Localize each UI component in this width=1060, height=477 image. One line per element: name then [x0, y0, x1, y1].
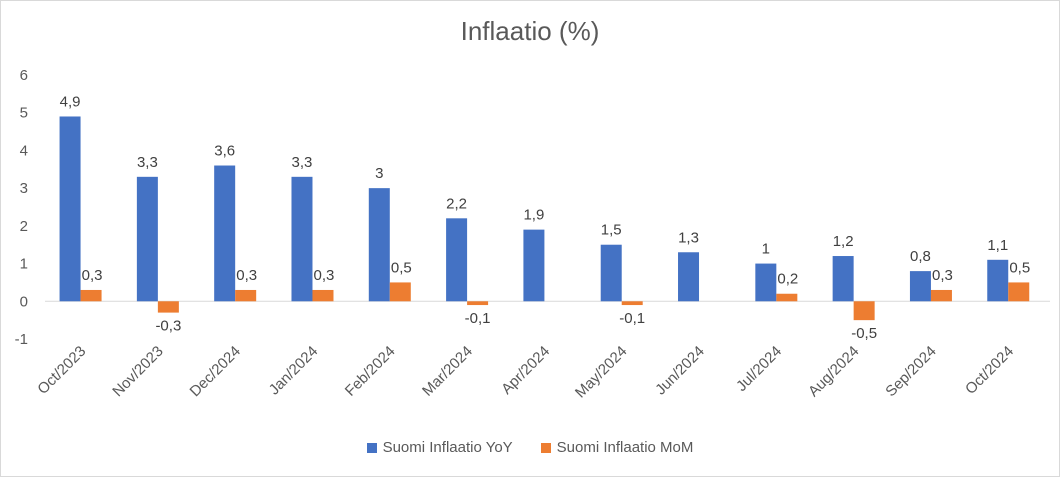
x-tick-label: Jun/2024 — [652, 343, 708, 399]
legend-item-mom: Suomi Inflaatio MoM — [540, 439, 694, 456]
x-tick-label: Dec/2024 — [187, 343, 244, 400]
legend: Suomi Inflaatio YoY Suomi Inflaatio MoM — [0, 439, 1060, 456]
y-tick-label: 6 — [20, 67, 28, 84]
y-tick-label: 4 — [20, 142, 28, 159]
bar-yoy — [755, 263, 777, 302]
bar-mom — [312, 289, 334, 302]
bar-mom — [853, 301, 875, 321]
y-tick-label: 3 — [20, 180, 28, 197]
legend-swatch-mom — [540, 442, 551, 453]
bar-yoy — [678, 252, 700, 302]
data-label-mom: 0,3 — [82, 267, 103, 284]
y-tick-label: 0 — [20, 293, 28, 310]
y-tick-label: 1 — [20, 256, 28, 273]
data-label-yoy: 2,2 — [446, 195, 467, 212]
data-label-yoy: 1,9 — [523, 207, 544, 224]
bar-mom — [621, 301, 643, 306]
data-label-yoy: 1,3 — [678, 229, 699, 246]
bar-mom — [157, 301, 179, 313]
legend-label-mom: Suomi Inflaatio MoM — [556, 439, 694, 456]
data-label-mom: 0,2 — [777, 271, 798, 288]
bar-mom — [80, 289, 102, 302]
data-label-mom: 0,3 — [932, 267, 953, 284]
x-tick-label: Oct/2023 — [34, 343, 89, 398]
data-label-mom: 0,5 — [391, 259, 412, 276]
bar-yoy — [909, 271, 931, 302]
bar-yoy — [832, 256, 854, 302]
data-label-yoy: 3,6 — [214, 143, 235, 160]
bar-yoy — [446, 218, 468, 302]
y-tick-label: 2 — [20, 218, 28, 235]
data-label-yoy: 1,5 — [601, 222, 622, 239]
data-label-mom: 0,3 — [236, 267, 257, 284]
data-label-mom: -0,1 — [465, 310, 491, 327]
x-tick-label: Aug/2024 — [805, 343, 862, 400]
bar-mom — [467, 301, 489, 306]
bar-yoy — [214, 165, 236, 302]
chart-title: Inflaatio (%) — [460, 16, 600, 46]
bar-yoy — [523, 229, 545, 302]
data-label-yoy: 3 — [375, 165, 383, 182]
bar-mom — [235, 289, 257, 302]
bar-yoy — [600, 244, 622, 302]
x-tick-label: Nov/2023 — [109, 343, 166, 400]
x-tick-label: May/2024 — [572, 343, 631, 402]
bar-yoy — [987, 259, 1009, 302]
bar-yoy — [59, 116, 81, 302]
bar-mom — [1008, 282, 1030, 302]
bar-mom — [776, 293, 798, 302]
y-tick-label: 5 — [20, 105, 28, 122]
data-label-mom: -0,1 — [619, 310, 645, 327]
data-label-mom: 0,5 — [1009, 259, 1030, 276]
bar-yoy — [136, 176, 158, 302]
x-tick-label: Feb/2024 — [342, 343, 399, 400]
x-tick-label: Oct/2024 — [962, 343, 1017, 398]
bar-yoy — [368, 188, 390, 302]
data-label-yoy: 3,3 — [292, 154, 313, 171]
bar-mom — [389, 282, 411, 302]
data-label-yoy: 1,1 — [987, 237, 1008, 254]
x-tick-label: Sep/2024 — [882, 343, 939, 400]
bar-yoy — [291, 176, 313, 302]
x-tick-label: Mar/2024 — [419, 343, 476, 400]
data-label-yoy: 3,3 — [137, 154, 158, 171]
data-label-mom: -0,5 — [851, 325, 877, 342]
x-tick-label: Jan/2024 — [266, 343, 322, 399]
x-tick-label: Apr/2024 — [498, 343, 553, 398]
x-tick-label: Jul/2024 — [733, 343, 785, 395]
data-label-yoy: 4,9 — [60, 93, 81, 110]
data-label-yoy: 0,8 — [910, 248, 931, 265]
data-label-yoy: 1 — [762, 241, 770, 258]
legend-item-yoy: Suomi Inflaatio YoY — [366, 439, 513, 456]
legend-swatch-yoy — [366, 442, 377, 453]
bar-mom — [930, 289, 952, 302]
data-label-mom: 0,3 — [314, 267, 335, 284]
y-tick-label: -1 — [15, 331, 28, 348]
data-label-mom: -0,3 — [155, 318, 181, 335]
data-label-yoy: 1,2 — [833, 233, 854, 250]
legend-label-yoy: Suomi Inflaatio YoY — [382, 439, 513, 456]
